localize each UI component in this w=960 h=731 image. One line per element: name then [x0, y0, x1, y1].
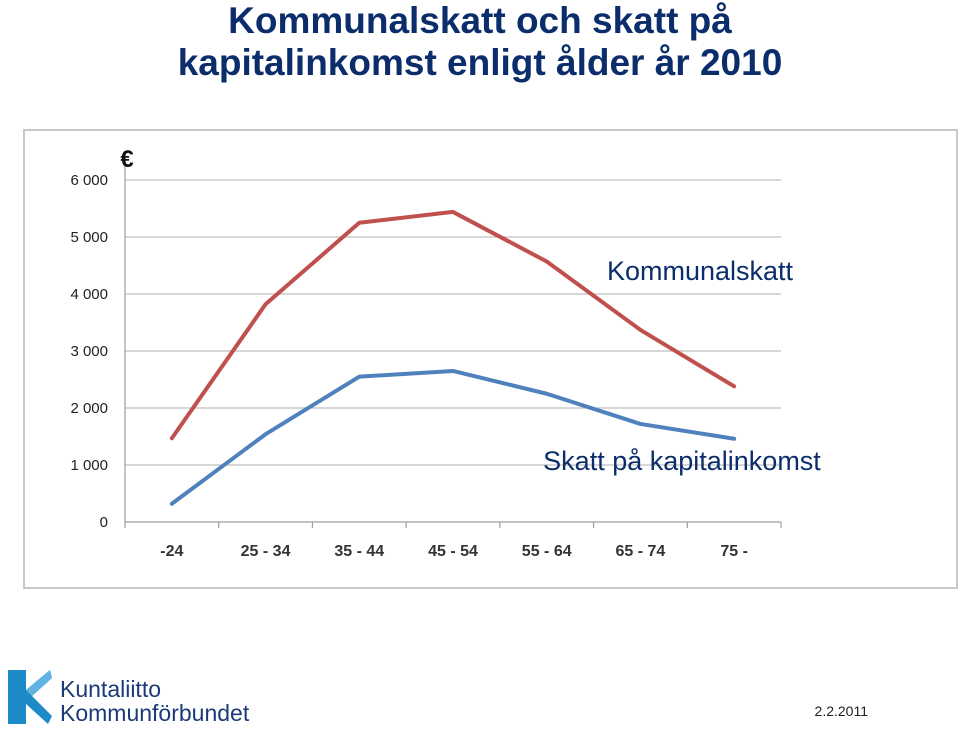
x-tick-label: 55 - 64 — [522, 543, 572, 560]
logo-mark-icon — [8, 670, 52, 724]
x-tick-label: 35 - 44 — [334, 543, 384, 560]
series-label-1: Kommunalskatt — [607, 256, 794, 286]
y-tick-label: 2 000 — [70, 400, 108, 417]
unit-label: € — [120, 146, 133, 173]
y-tick-label: 1 000 — [70, 457, 108, 474]
slide-date: 2.2.2011 — [814, 703, 868, 719]
x-tick-label: 75 - — [720, 543, 748, 560]
x-tick-label: 45 - 54 — [428, 543, 478, 560]
logo-text-line2: Kommunförbundet — [60, 700, 250, 726]
y-tick-label: 5 000 — [70, 229, 108, 246]
x-tick-label: 65 - 74 — [616, 543, 666, 560]
x-tick-label: 25 - 34 — [241, 543, 291, 560]
logo-text-line1: Kuntaliitto — [60, 676, 162, 702]
title-line-2: kapitalinkomst enligt ålder år 2010 — [177, 42, 783, 83]
kuntaliitto-logo: Kuntaliitto Kommunförbundet — [4, 668, 274, 726]
series-label-2: Skatt på kapitalinkomst — [543, 446, 821, 476]
title-line-1: Kommunalskatt och skatt på — [228, 0, 732, 41]
x-tick-label: -24 — [160, 543, 183, 560]
y-tick-label: 0 — [100, 514, 108, 531]
series-line-1 — [169, 209, 737, 441]
y-tick-label: 3 000 — [70, 343, 108, 360]
chart-frame — [23, 129, 958, 589]
series-line-2 — [169, 368, 737, 506]
y-tick-label: 6 000 — [70, 172, 108, 189]
y-tick-label: 4 000 — [70, 286, 108, 303]
page-title: Kommunalskatt och skatt på kapitalinkoms… — [0, 0, 960, 84]
